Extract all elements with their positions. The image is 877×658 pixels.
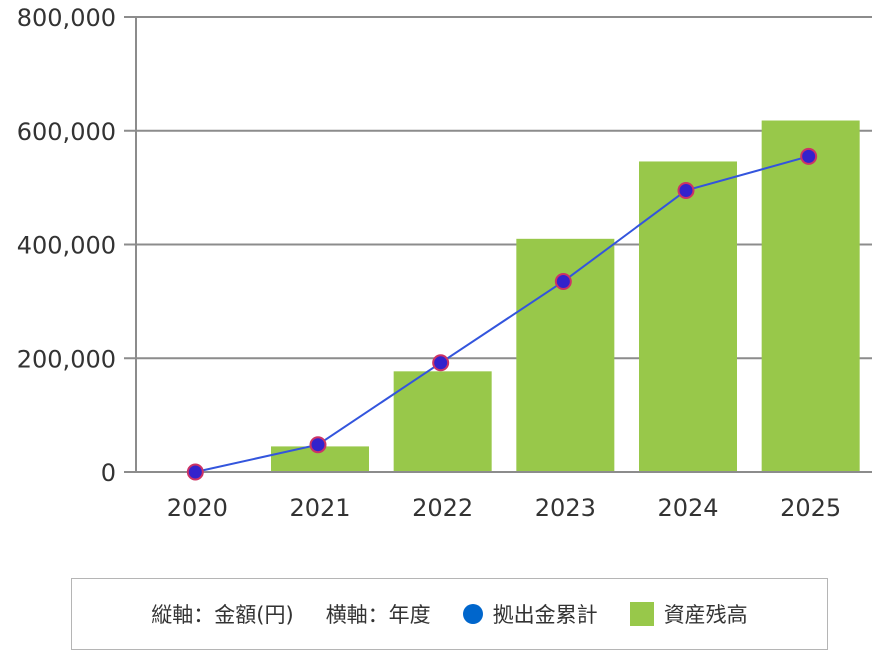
- legend: 縦軸：金額(円) 横軸：年度 拠出金累計 資産残高: [71, 578, 828, 650]
- line-point-2024: [677, 181, 695, 199]
- y-tick-label: 800,000: [17, 4, 116, 32]
- legend-marker-balance: [629, 602, 654, 626]
- y-axis-note: 縦軸：金額(円): [151, 603, 294, 627]
- line-point-2025: [800, 147, 818, 165]
- legend-label-balance: 資産残高: [663, 603, 748, 627]
- line-point-2021: [309, 436, 327, 454]
- bar-2024: [639, 161, 737, 472]
- legend-item-balance: 資産残高: [629, 599, 748, 629]
- contributions-line: [195, 155, 809, 473]
- y-tick-label: 600,000: [17, 118, 116, 146]
- legend-item-contributions: 拠出金累計: [462, 599, 598, 629]
- bar-2025: [761, 120, 860, 472]
- x-tick-label: 2023: [535, 494, 596, 522]
- legend-label-contributions: 拠出金累計: [492, 603, 598, 627]
- line-series: [186, 147, 818, 481]
- line-point-2023: [554, 272, 572, 290]
- x-tick-labels: 2020 2021 2022 2023 2024 2025: [167, 494, 841, 522]
- legend-marker-contributions: [462, 604, 483, 624]
- y-tick-label: 200,000: [17, 345, 116, 373]
- x-tick-label: 2020: [167, 494, 228, 522]
- x-tick-label: 2022: [412, 494, 473, 522]
- y-tick-label: 0: [101, 459, 116, 487]
- x-axis-note: 横軸：年度: [325, 603, 431, 627]
- y-tick-label: 400,000: [17, 232, 116, 260]
- x-tick-label: 2021: [289, 494, 350, 522]
- line-point-2020: [186, 463, 204, 481]
- line-point-2022: [432, 354, 450, 372]
- bar-series: [271, 120, 860, 472]
- x-tick-label: 2025: [780, 494, 841, 522]
- grid-lines: [124, 16, 872, 360]
- bar-2022: [393, 371, 492, 472]
- y-tick-labels: 0 200,000 400,000 600,000 800,000: [17, 4, 116, 487]
- axes: [124, 17, 872, 473]
- x-tick-label: 2024: [657, 494, 718, 522]
